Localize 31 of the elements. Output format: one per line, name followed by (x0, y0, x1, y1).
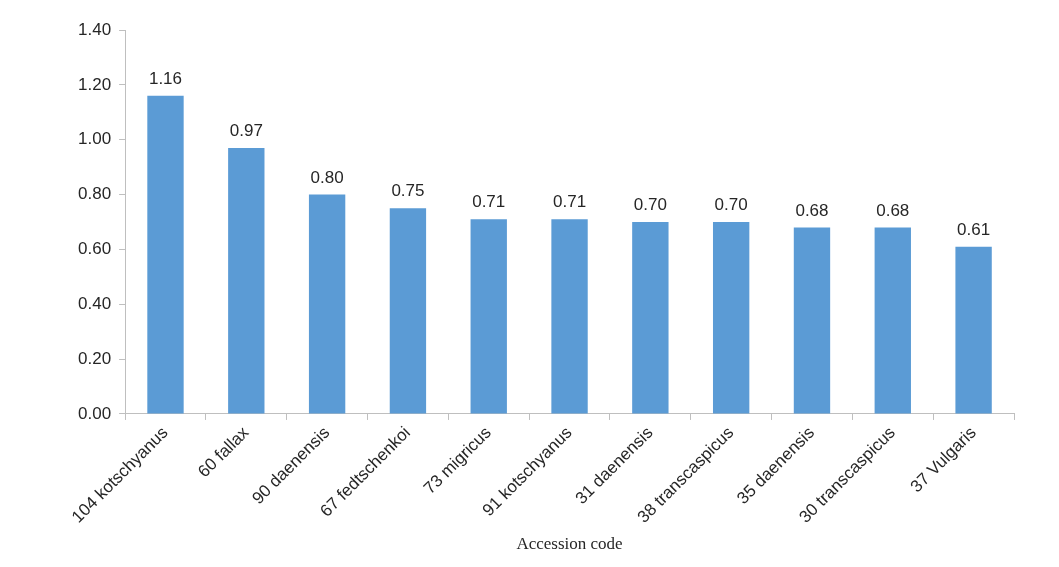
y-tick-label: 1.20 (77, 74, 112, 94)
bar (793, 227, 831, 414)
bar (632, 221, 669, 414)
bar (470, 219, 507, 414)
data-label: 0.68 (876, 200, 910, 220)
data-label: 0.70 (714, 195, 748, 215)
data-label: 0.71 (553, 192, 587, 212)
y-tick-label: 0.20 (77, 348, 112, 368)
bar (389, 208, 427, 414)
y-tick-label: 0.00 (77, 403, 112, 423)
bar (147, 95, 184, 414)
data-label: 0.71 (472, 192, 506, 212)
bar (551, 219, 588, 414)
y-tick-label: 0.60 (77, 239, 112, 259)
data-label: 0.68 (795, 200, 829, 220)
bar (228, 147, 265, 414)
y-tick-label: 0.40 (77, 293, 112, 313)
bar (874, 227, 911, 414)
bar (308, 194, 346, 414)
x-axis-title: Accession code (516, 534, 623, 554)
y-tick-label: 1.00 (77, 129, 112, 149)
bar (712, 221, 750, 414)
data-label: 0.70 (633, 195, 667, 215)
data-label: 0.61 (957, 219, 991, 239)
data-label: 0.80 (310, 167, 344, 187)
bar (955, 246, 992, 414)
data-label: 0.75 (391, 181, 425, 201)
data-label: 0.97 (229, 121, 263, 141)
y-tick-label: 0.80 (77, 184, 112, 204)
data-label: 1.16 (148, 69, 183, 89)
y-tick-label: 1.40 (77, 19, 112, 39)
